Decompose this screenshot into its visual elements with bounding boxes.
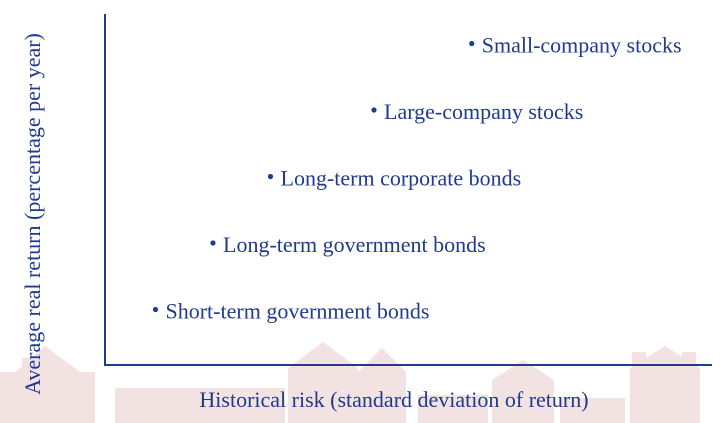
y-axis-label: Average real return (percentage per year…	[20, 33, 45, 395]
point-label: Large-company stocks	[384, 99, 583, 124]
point-label: Short-term government bonds	[166, 299, 430, 324]
point-label: Long-term corporate bonds	[281, 166, 522, 191]
scatter-marks: Short-term government bonds Long-term gov…	[152, 33, 682, 324]
scatter-point	[267, 173, 274, 180]
scatter-point	[371, 107, 377, 113]
scatter-point	[469, 40, 475, 47]
scatter-point	[210, 240, 216, 246]
point-label: Long-term government bonds	[223, 232, 486, 257]
point-label: Small-company stocks	[482, 33, 682, 58]
scatter-point	[152, 306, 159, 313]
x-axis-label: Historical risk (standard deviation of r…	[199, 387, 588, 412]
